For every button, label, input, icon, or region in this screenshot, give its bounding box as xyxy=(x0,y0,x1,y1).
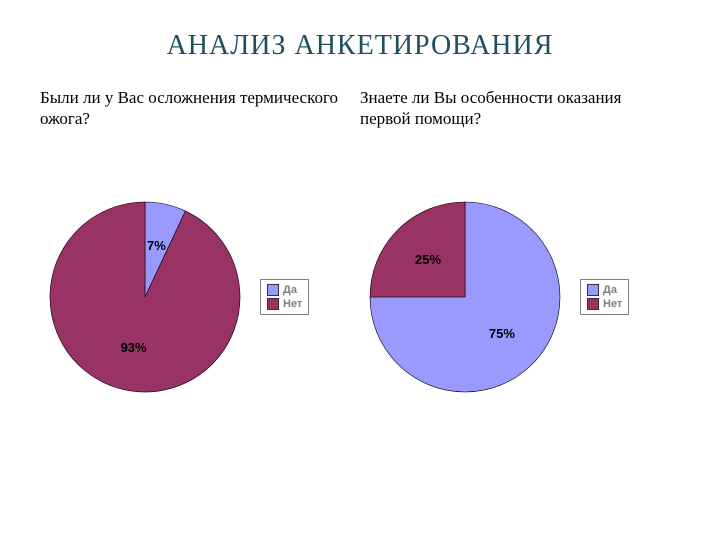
legend-text: Нет xyxy=(603,298,622,310)
chart-area-right: 75% 25% Да Нет xyxy=(360,197,670,397)
legend-swatch xyxy=(267,284,279,296)
column-right: Знаете ли Вы особенности оказания первой… xyxy=(360,87,680,397)
legend-item: Да xyxy=(267,284,302,296)
legend-right: Да Нет xyxy=(580,279,629,315)
legend-text: Да xyxy=(603,284,617,296)
slice-label: 93% xyxy=(121,340,147,355)
legend-item: Да xyxy=(587,284,622,296)
slide: АНАЛИЗ АНКЕТИРОВАНИЯ Были ли у Вас ослож… xyxy=(0,0,720,540)
question-left: Были ли у Вас осложнения термического ож… xyxy=(40,87,350,137)
column-left: Были ли у Вас осложнения термического ож… xyxy=(40,87,360,397)
pie-chart-right: 75% 25% xyxy=(360,197,570,397)
chart-area-left: 7% 93% Да Нет xyxy=(40,197,350,397)
content-row: Были ли у Вас осложнения термического ож… xyxy=(40,87,680,397)
legend-swatch xyxy=(587,298,599,310)
question-right: Знаете ли Вы особенности оказания первой… xyxy=(360,87,670,137)
legend-text: Да xyxy=(283,284,297,296)
slice-label: 7% xyxy=(147,238,166,253)
legend-swatch xyxy=(587,284,599,296)
slice-label: 25% xyxy=(415,252,441,267)
pie-slice xyxy=(50,202,240,392)
pie-slice xyxy=(370,202,465,297)
slide-title: АНАЛИЗ АНКЕТИРОВАНИЯ xyxy=(40,30,680,62)
slice-label: 75% xyxy=(489,326,515,341)
legend-swatch xyxy=(267,298,279,310)
legend-item: Нет xyxy=(587,298,622,310)
legend-text: Нет xyxy=(283,298,302,310)
pie-chart-left: 7% 93% xyxy=(40,197,250,397)
legend-item: Нет xyxy=(267,298,302,310)
legend-left: Да Нет xyxy=(260,279,309,315)
